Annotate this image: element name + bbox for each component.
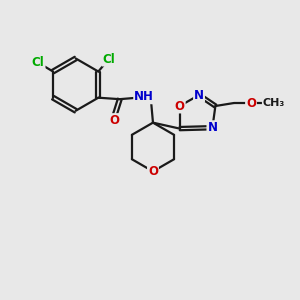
Text: NH: NH xyxy=(134,90,154,103)
Text: Cl: Cl xyxy=(102,52,115,66)
Text: Cl: Cl xyxy=(32,56,45,69)
Text: N: N xyxy=(194,88,204,101)
Text: O: O xyxy=(110,114,119,127)
Text: O: O xyxy=(246,97,256,110)
Text: O: O xyxy=(148,165,158,178)
Text: N: N xyxy=(207,121,218,134)
Text: CH₃: CH₃ xyxy=(263,98,285,108)
Text: O: O xyxy=(175,100,185,112)
